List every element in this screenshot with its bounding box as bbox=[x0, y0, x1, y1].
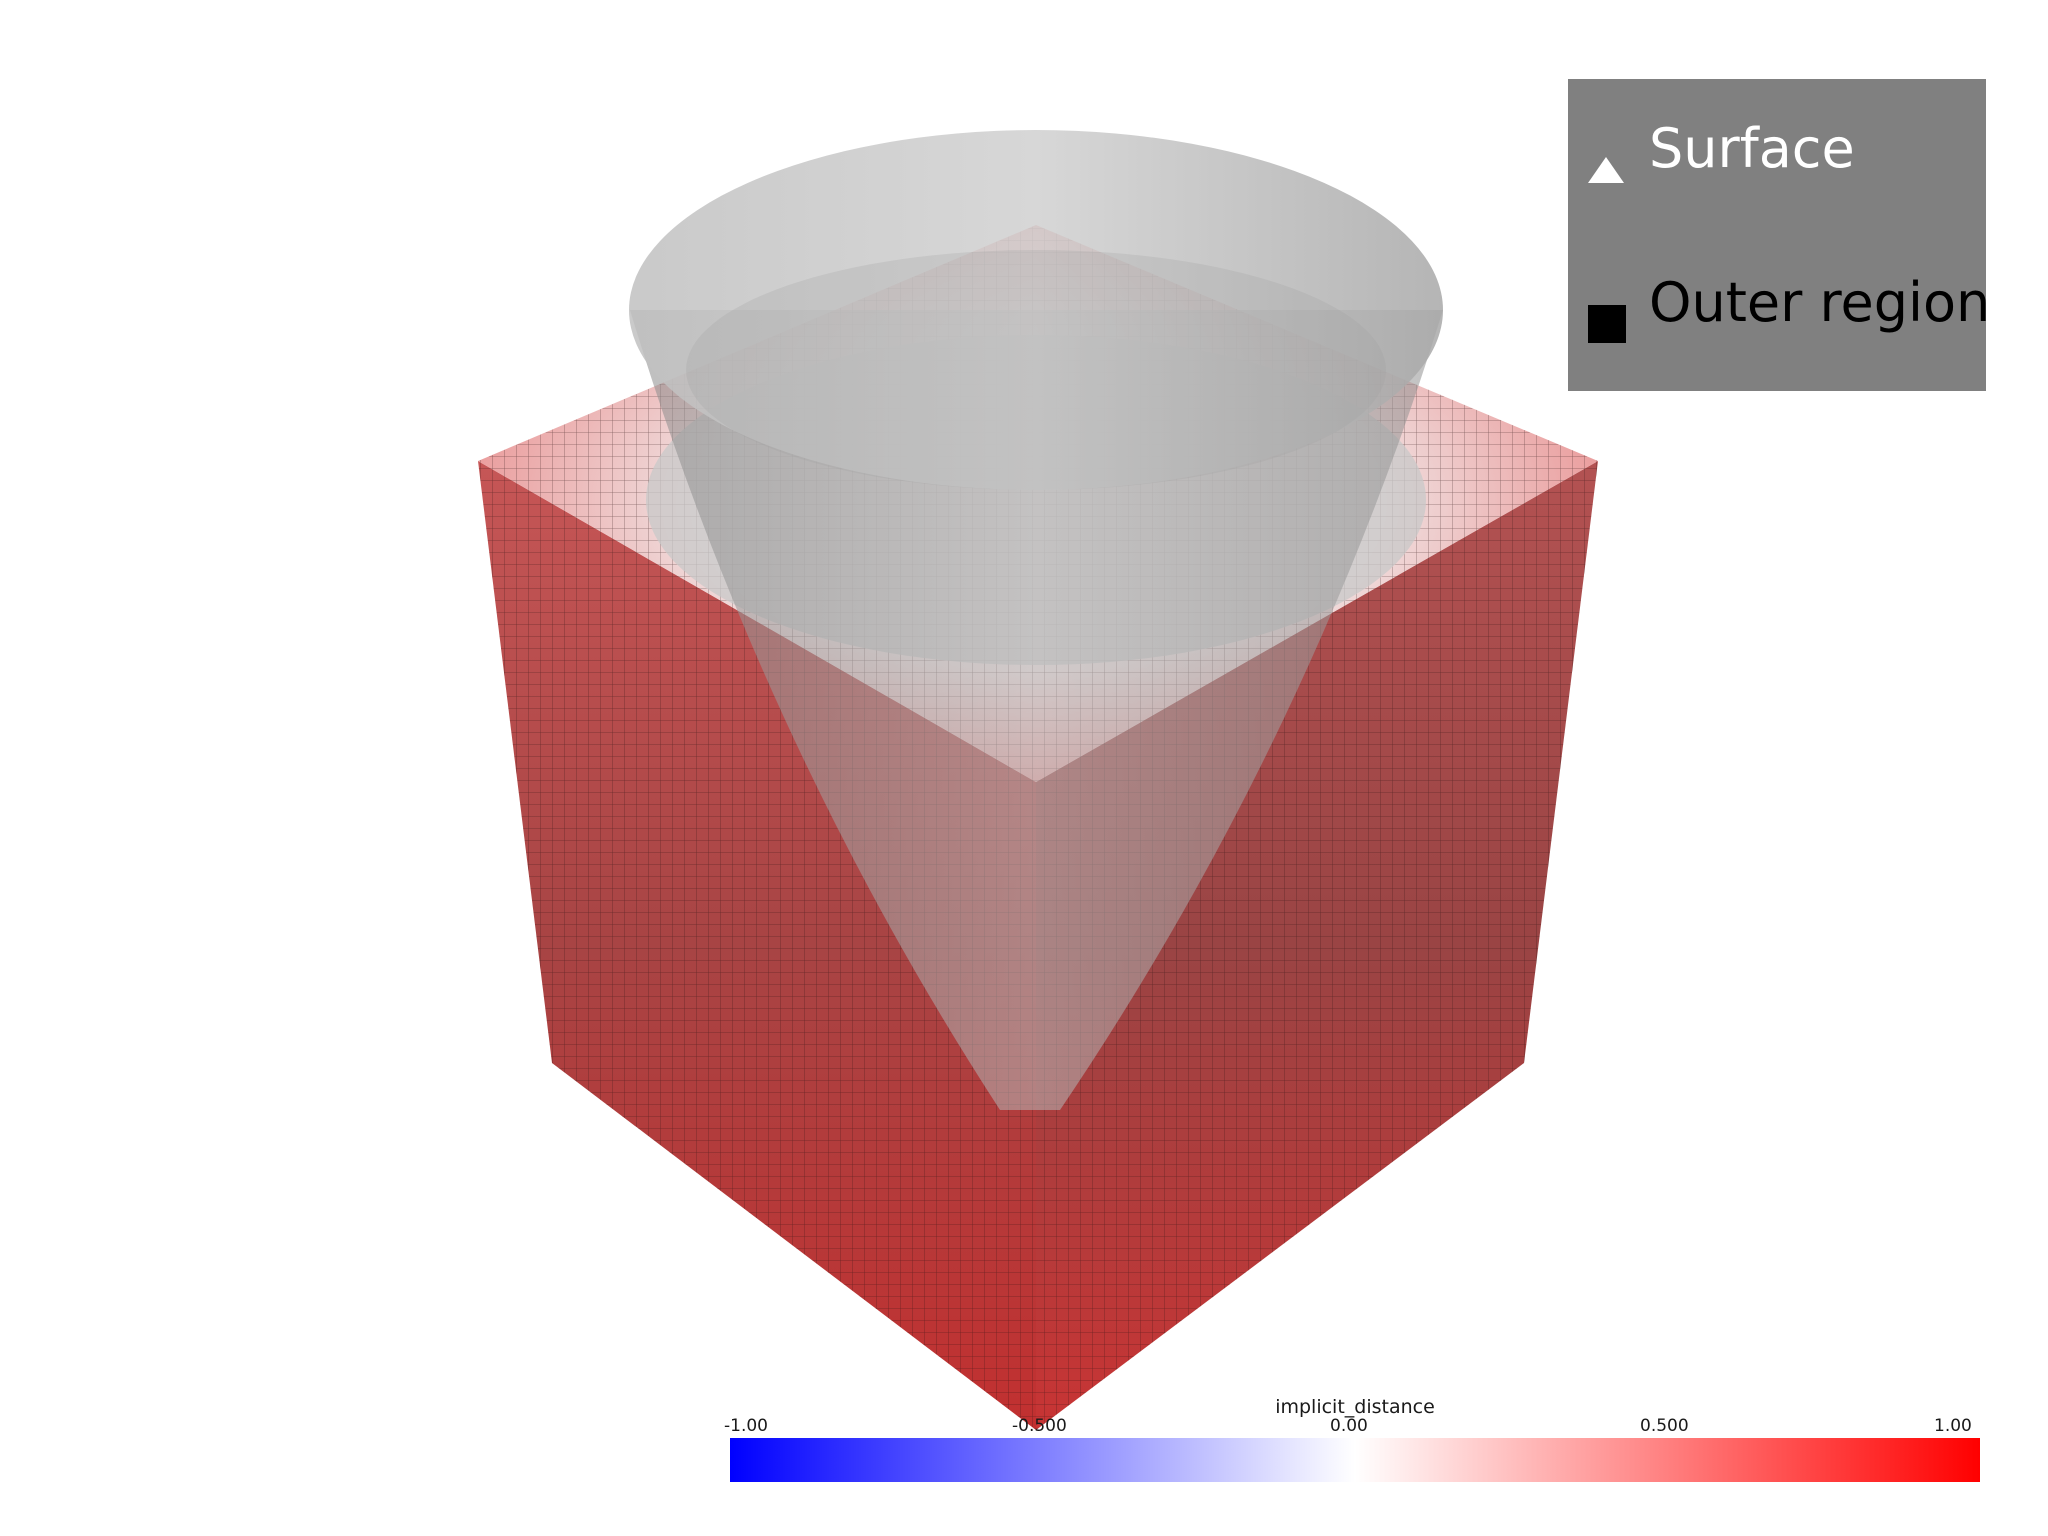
scalar-bar: implicit_distance -1.00 -0.500 0.00 0.50… bbox=[724, 1396, 1980, 1486]
legend-entry-surface: Surface bbox=[1568, 117, 1986, 197]
scalar-bar-tick: 0.00 bbox=[1330, 1416, 1368, 1436]
legend-panel: Surface Outer region bbox=[1568, 79, 1990, 391]
scalar-bar-gradient bbox=[730, 1438, 1980, 1482]
legend-label-surface: Surface bbox=[1649, 117, 1855, 180]
scalar-bar-tick: -0.500 bbox=[1012, 1416, 1067, 1436]
legend-label-outer-region: Outer region bbox=[1649, 271, 1991, 334]
scalar-bar-title: implicit_distance bbox=[1275, 1396, 1435, 1418]
surface-cone bbox=[629, 130, 1443, 1110]
scalar-bar-tick: -1.00 bbox=[724, 1416, 768, 1436]
legend-entry-outer-region: Outer region bbox=[1568, 271, 1990, 351]
square-icon bbox=[1588, 305, 1626, 343]
scalar-bar-tick: 0.500 bbox=[1640, 1416, 1689, 1436]
scalar-bar-tick: 1.00 bbox=[1934, 1416, 1972, 1436]
triangle-icon bbox=[1588, 157, 1624, 183]
